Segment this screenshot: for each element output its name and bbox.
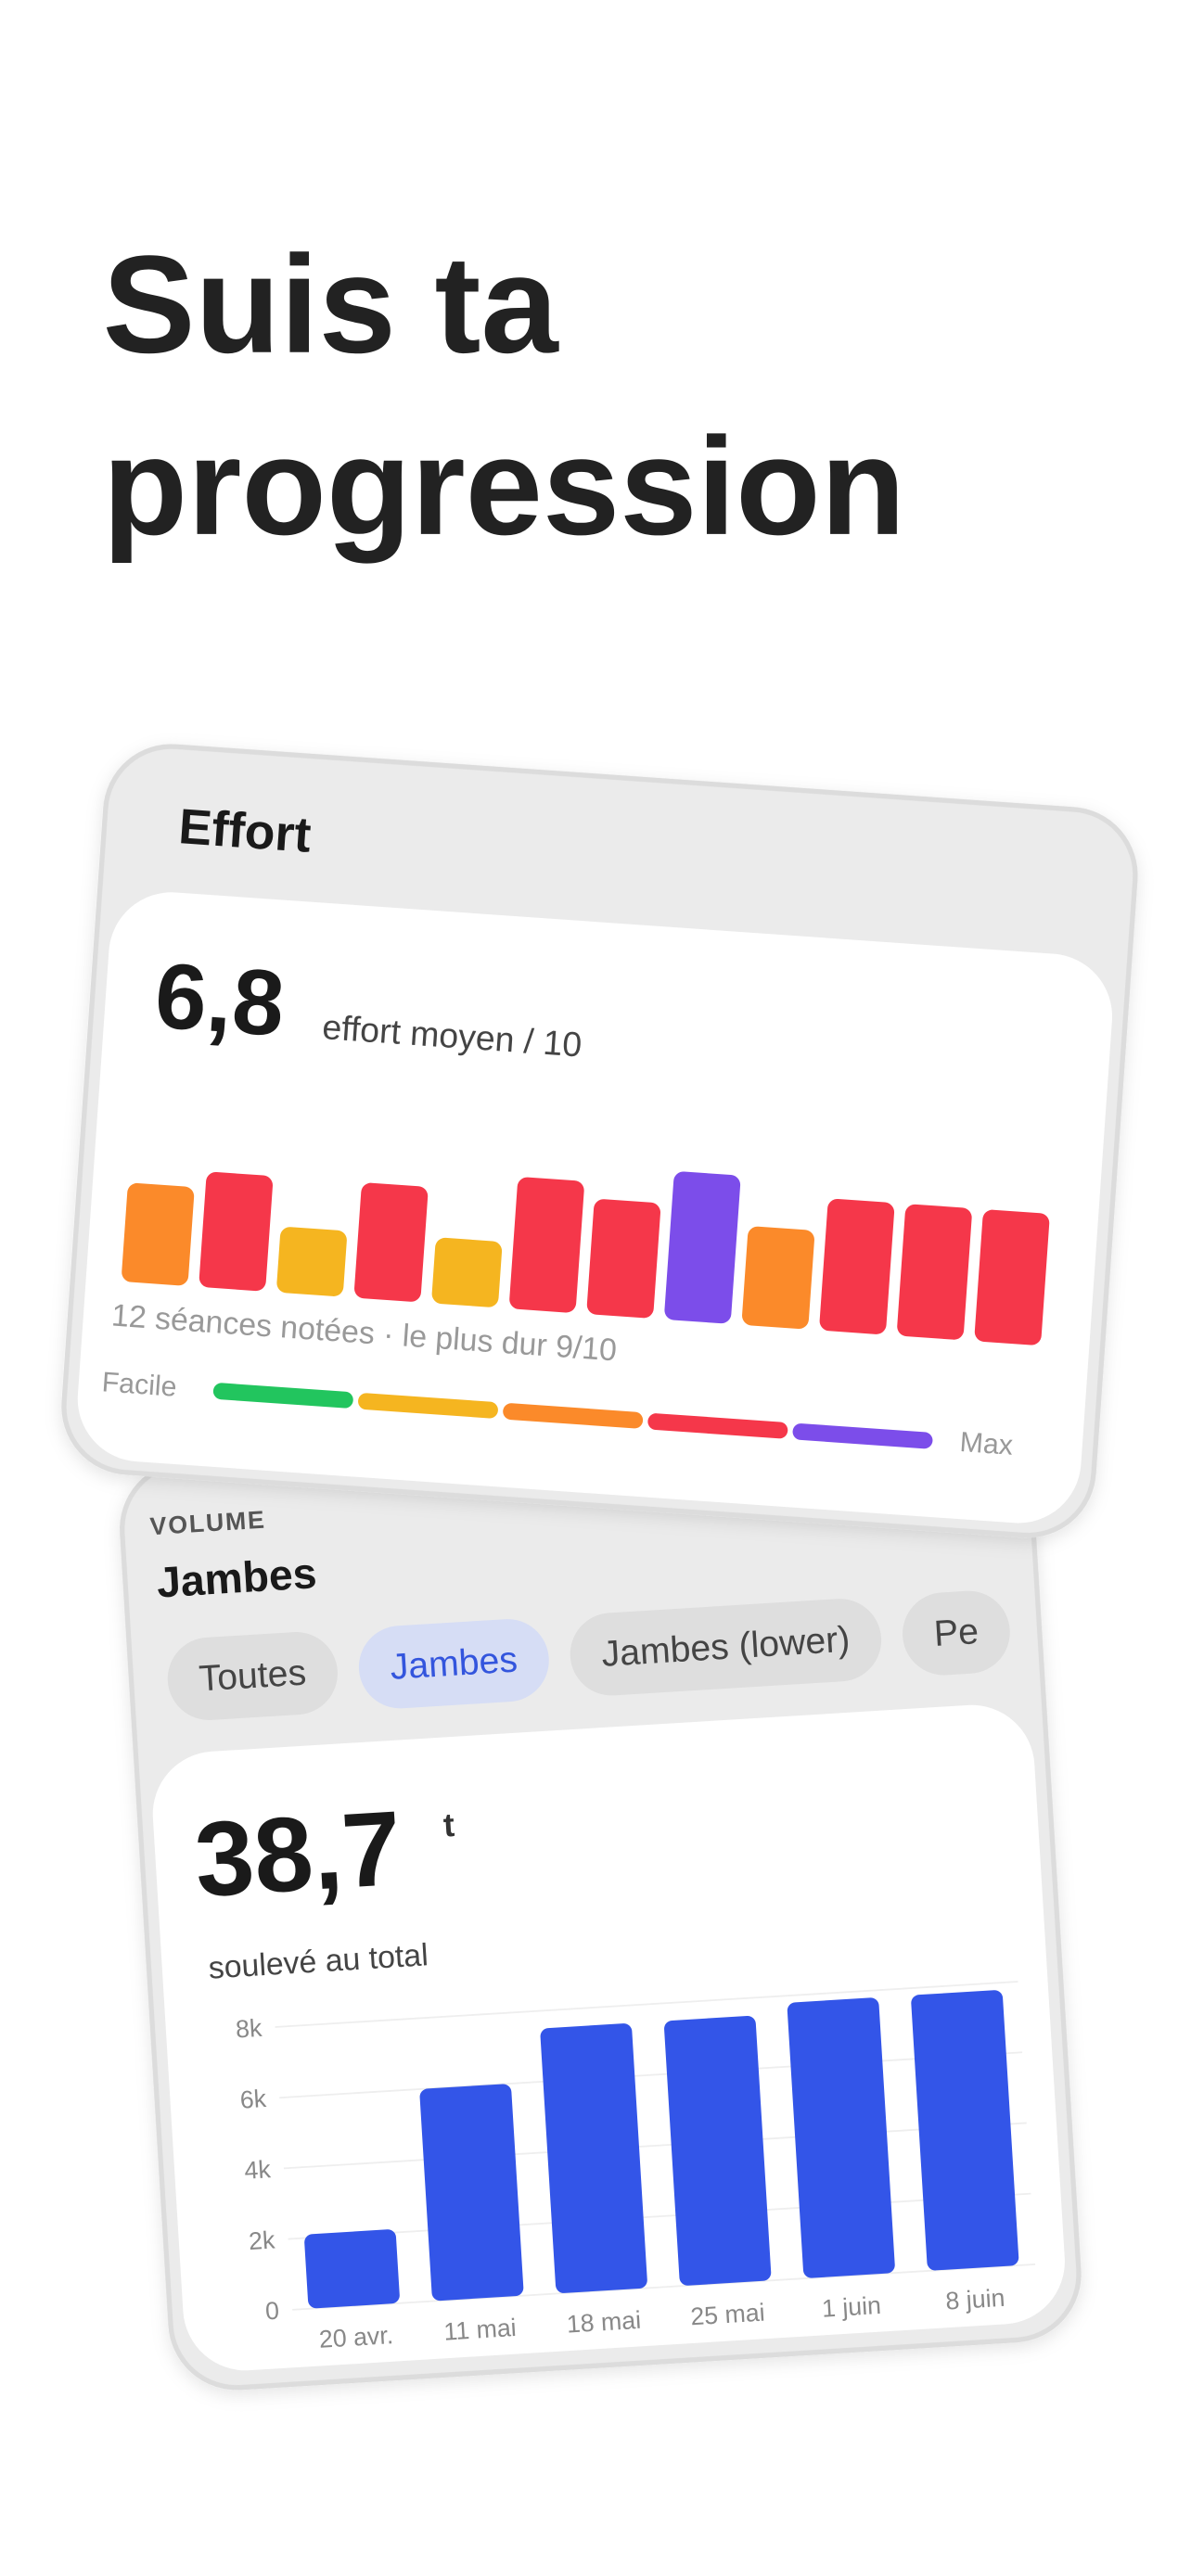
filter-chip[interactable]: Jambes (lower) xyxy=(568,1597,884,1698)
x-tick-label: 11 mai xyxy=(443,2314,518,2346)
x-tick-label: 25 mai xyxy=(689,2299,765,2331)
x-tick-label: 18 mai xyxy=(566,2306,642,2339)
bar xyxy=(897,1204,972,1340)
bar xyxy=(787,1997,895,2278)
chip-row: Toutes Jambes Jambes (lower) Pe xyxy=(165,1588,1012,1722)
bar xyxy=(974,1209,1050,1345)
volume-card: VOLUME Jambes Toutes Jambes Jambes (lower)… xyxy=(119,1413,1082,2391)
grid-line xyxy=(279,2051,1023,2099)
scale-segment xyxy=(503,1403,644,1429)
section-title: Jambes xyxy=(155,1549,317,1606)
chip[interactable] xyxy=(568,1597,884,1698)
filter-chip[interactable]: Jambes xyxy=(356,1616,551,1711)
volume-chart: 0 2k 4k 6k 8k 20 avr. 11 mai 18 mai 25 mai 1 juin… xyxy=(235,1981,1036,2353)
bar xyxy=(198,1171,273,1292)
grid-line xyxy=(288,2192,1031,2240)
scale-min: Facile xyxy=(101,1367,178,1403)
x-tick-label: 1 juin xyxy=(821,2291,882,2323)
scale-max: Max xyxy=(959,1427,1014,1461)
bar xyxy=(540,2023,647,2293)
grid-line xyxy=(275,1981,1018,2028)
bar xyxy=(431,1237,503,1307)
total-value: 38,7 xyxy=(192,1790,404,1919)
scale-segment xyxy=(212,1383,353,1409)
headline: progression xyxy=(103,408,905,564)
effort-scale xyxy=(212,1383,933,1449)
filter-chip[interactable]: Pe xyxy=(900,1588,1012,1677)
card-title: Effort xyxy=(177,799,314,863)
scale-segment xyxy=(647,1413,788,1439)
effort-card: Effort 6,8 effort moyen / 10 12 séances … xyxy=(61,744,1138,1538)
filter-chip[interactable]: Toutes xyxy=(165,1629,339,1722)
bar xyxy=(664,2015,772,2286)
grid-line xyxy=(292,2263,1036,2311)
bar xyxy=(419,2084,524,2302)
average-value: 6,8 xyxy=(152,945,288,1056)
effort-chart xyxy=(122,1171,1050,1345)
y-tick-label: 0 xyxy=(264,2297,280,2326)
x-tick-label: 20 avr. xyxy=(318,2321,394,2353)
scale-segment xyxy=(792,1423,933,1449)
bar xyxy=(819,1198,895,1334)
bar xyxy=(276,1227,347,1296)
chip[interactable] xyxy=(165,1629,339,1722)
bar xyxy=(664,1171,741,1324)
bar xyxy=(122,1182,195,1286)
headline: Suis ta xyxy=(103,226,560,382)
bar xyxy=(509,1177,584,1313)
chip-label[interactable]: Jambes xyxy=(389,1639,519,1688)
grid-line xyxy=(283,2122,1027,2170)
scale-segment xyxy=(358,1393,498,1419)
x-tick-label: 8 juin xyxy=(945,2284,1006,2315)
bar xyxy=(911,1990,1019,2271)
chip[interactable] xyxy=(356,1616,551,1711)
bar xyxy=(304,2229,400,2309)
y-tick-label: 8k xyxy=(235,2014,263,2044)
bar xyxy=(586,1199,660,1319)
chip[interactable] xyxy=(900,1588,1012,1677)
chip-label[interactable]: Toutes xyxy=(198,1651,307,1699)
chip-label[interactable]: Pe xyxy=(933,1611,980,1654)
y-tick-label: 2k xyxy=(248,2225,276,2255)
bar xyxy=(742,1226,814,1330)
bar xyxy=(354,1182,429,1302)
y-tick-label: 4k xyxy=(244,2155,273,2185)
total-unit: t xyxy=(442,1806,455,1844)
y-tick-label: 6k xyxy=(239,2085,268,2114)
